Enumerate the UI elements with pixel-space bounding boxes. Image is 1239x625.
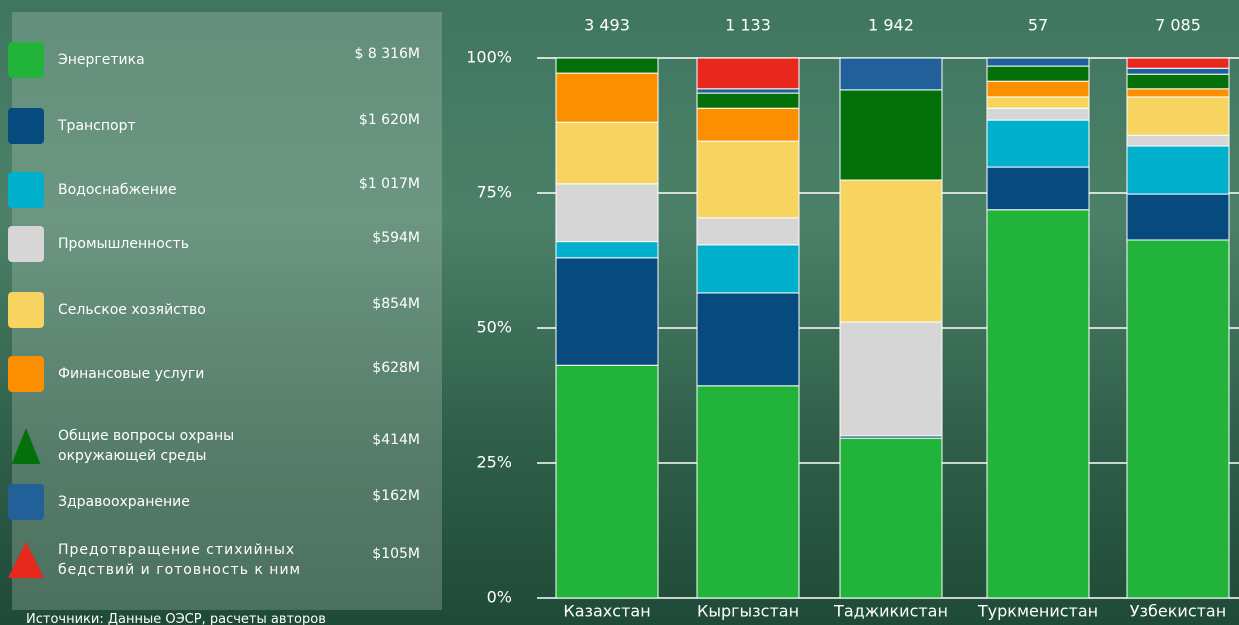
- bar-segment: [697, 89, 799, 93]
- bar-segment: [840, 438, 942, 598]
- bar-segment: [556, 73, 658, 122]
- legend-item: Промышленность $594M: [8, 224, 428, 264]
- total-label: 1 133: [725, 16, 771, 35]
- bar-segment: [556, 365, 658, 598]
- legend-amount: $854M: [372, 296, 420, 312]
- legend-item: Предотвращение стихийных бедствий и гото…: [8, 540, 428, 580]
- legend-item: Сельское хозяйство $854M: [8, 290, 428, 330]
- total-label: 57: [1028, 16, 1048, 35]
- y-tick-label: 50%: [476, 318, 512, 337]
- bar-segment: [840, 322, 942, 436]
- bar-segment: [987, 120, 1089, 167]
- legend-item: Энергетика$ 8 316M: [8, 40, 428, 80]
- bar-segment: [556, 258, 658, 365]
- bar-segment: [840, 90, 942, 180]
- x-tick-label: Кыргызстан: [697, 602, 799, 621]
- bar-segment: [697, 108, 799, 141]
- bar-segment: [1127, 146, 1229, 194]
- legend-item: Здравоохранение $162M: [8, 482, 428, 522]
- legend-label: Предотвращение стихийных бедствий и гото…: [58, 540, 328, 580]
- bar-segment: [840, 58, 942, 90]
- bar-segment: [987, 58, 1089, 66]
- legend-icon: [8, 42, 44, 78]
- bar-segment: [987, 167, 1089, 210]
- bar-segment: [987, 108, 1089, 120]
- legend-label: Водоснабжение: [58, 180, 358, 200]
- bar-segment: [697, 141, 799, 218]
- legend-amount: $1 620M: [359, 112, 420, 128]
- legend-item: Транспорт$1 620M: [8, 106, 428, 146]
- legend-amount: $594M: [372, 230, 420, 246]
- total-label: 1 942: [868, 16, 914, 35]
- bar-segment: [1127, 58, 1229, 68]
- legend-item: Финансовые услуги $628M: [8, 354, 428, 394]
- bar-segment: [987, 66, 1089, 81]
- legend-label: Общие вопросы охраны окружающей среды: [58, 426, 258, 466]
- bar-segment: [840, 180, 942, 322]
- bar-segment: [1127, 135, 1229, 146]
- legend-label: Промышленность: [58, 234, 358, 254]
- legend-amount: $628M: [372, 360, 420, 376]
- bar-segment: [1127, 74, 1229, 89]
- bar-segment: [1127, 68, 1229, 74]
- legend-icon: [8, 542, 44, 578]
- bar-segment: [987, 81, 1089, 97]
- bar-segment: [556, 122, 658, 184]
- legend-label: Транспорт: [58, 116, 358, 136]
- legend-item: Общие вопросы охраны окружающей среды $41…: [8, 426, 428, 466]
- bar-segment: [1127, 194, 1229, 240]
- x-tick-label: Таджикистан: [833, 602, 948, 621]
- total-label: 3 493: [584, 16, 630, 35]
- legend-icon: [8, 356, 44, 392]
- bar-segment: [697, 58, 799, 89]
- bar-segment: [556, 242, 658, 258]
- legend-amount: $414M: [372, 432, 420, 448]
- bar-segment: [556, 184, 658, 242]
- x-tick-label: Туркменистан: [977, 602, 1098, 621]
- legend-label: Финансовые услуги: [58, 364, 358, 384]
- x-tick-label: Узбекистан: [1130, 602, 1226, 621]
- legend-icon: [8, 292, 44, 328]
- legend-icon: [8, 108, 44, 144]
- legend-amount: $1 017M: [359, 176, 420, 192]
- bar-segment: [697, 93, 799, 108]
- bar-segment: [1127, 240, 1229, 598]
- page: Источники: Данные ОЭСР, расчеты авторов …: [0, 0, 1239, 625]
- y-tick-label: 75%: [476, 183, 512, 202]
- legend-icon: [8, 428, 44, 464]
- y-tick-label: 100%: [466, 48, 512, 67]
- legend-label: Энергетика: [58, 50, 358, 70]
- bar-segment: [697, 218, 799, 245]
- legend-item: Водоснабжение$1 017M: [8, 170, 428, 210]
- bar-segment: [1127, 97, 1229, 135]
- bar-segment: [1127, 89, 1229, 97]
- legend-amount: $ 8 316M: [354, 46, 420, 62]
- bar-segment: [987, 210, 1089, 598]
- bar-segment: [697, 386, 799, 598]
- y-tick-label: 25%: [476, 453, 512, 472]
- legend-label: Здравоохранение: [58, 492, 358, 512]
- legend-icon: [8, 226, 44, 262]
- legend-amount: $162M: [372, 488, 420, 504]
- legend-amount: $105M: [372, 546, 420, 562]
- bar-segment: [697, 293, 799, 386]
- legend-label: Сельское хозяйство: [58, 300, 358, 320]
- legend-icon: [8, 484, 44, 520]
- bar-segment: [697, 245, 799, 293]
- legend-icon: [8, 172, 44, 208]
- bar-segment: [987, 97, 1089, 108]
- bar-segment: [556, 58, 658, 73]
- y-tick-label: 0%: [487, 588, 512, 607]
- total-label: 7 085: [1155, 16, 1201, 35]
- x-tick-label: Казахстан: [563, 602, 650, 621]
